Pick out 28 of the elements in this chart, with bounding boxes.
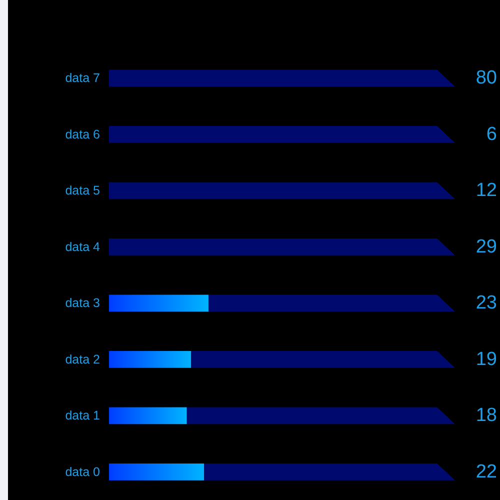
y-tick-label: data 4 [65, 240, 100, 254]
y-tick-label: data 7 [65, 71, 100, 86]
bar [109, 463, 204, 480]
data-label: 23 [476, 292, 497, 314]
y-tick-label: data 0 [65, 464, 100, 479]
bar [109, 294, 208, 312]
text: 6 [486, 124, 497, 145]
bar [109, 70, 455, 87]
bar [191, 350, 455, 368]
bar [109, 182, 455, 200]
bar [186, 407, 455, 424]
data-label: 19 [476, 348, 497, 370]
bar [208, 294, 455, 312]
text: 29 [476, 236, 497, 258]
bar [109, 238, 455, 256]
bar [109, 350, 192, 368]
y-tick-label: data 3 [65, 296, 100, 310]
bar [204, 463, 455, 480]
bar [109, 126, 455, 143]
bar [109, 407, 187, 424]
data-label: 22 [476, 461, 497, 482]
y-tick-label: data 5 [65, 184, 100, 198]
data-label: 18 [476, 405, 497, 426]
y-tick-label: data 2 [65, 352, 100, 366]
text: 80 [476, 68, 497, 89]
y-tick-label: data 1 [65, 408, 100, 423]
text: 12 [476, 180, 497, 202]
y-tick-label: data 6 [65, 127, 100, 142]
